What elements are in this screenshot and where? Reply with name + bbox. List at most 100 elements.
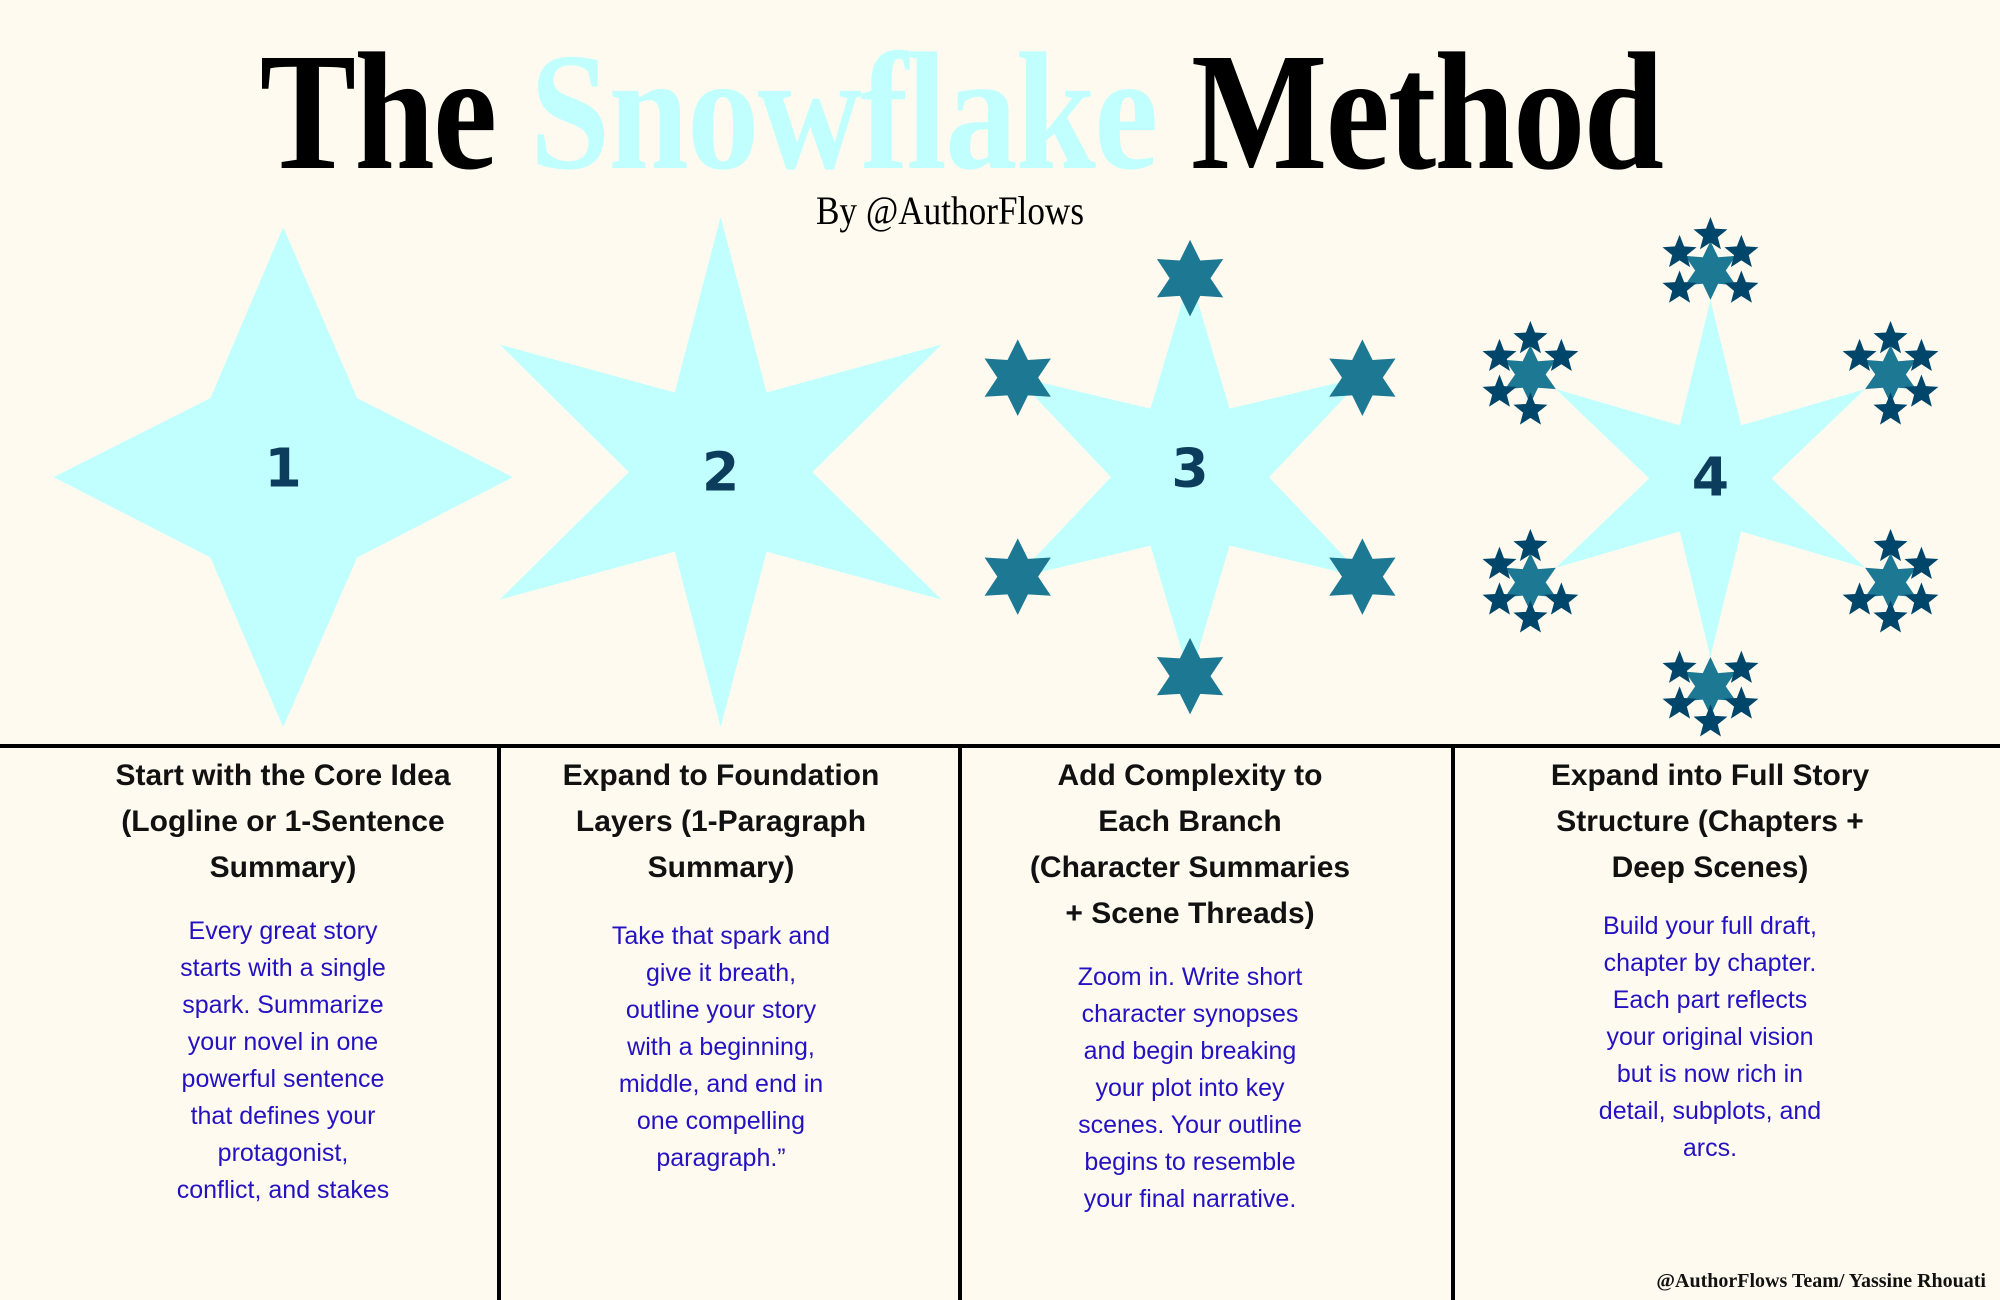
- cluster-center-star-icon: [1504, 345, 1556, 404]
- column-divider: [1451, 746, 1455, 1300]
- heading-line: (Logline or 1-Sentence: [121, 805, 445, 838]
- step-description: Zoom in. Write short character synopses an…: [950, 959, 1430, 1218]
- cluster-small-star-icon: [1482, 582, 1517, 615]
- description-line: middle, and end in: [618, 1070, 824, 1098]
- footer-credit: @AuthorFlows Team/ Yassine Rhouati: [1656, 1270, 1986, 1292]
- cluster-small-star-icon: [1842, 338, 1877, 372]
- step-column-3: Add Complexity to Each Branch (Character S…: [950, 753, 1430, 1218]
- step-heading: Add Complexity to Each Branch (Character S…: [950, 753, 1430, 937]
- heading-line: Summary): [209, 851, 357, 884]
- description-line: starts with a single: [180, 954, 386, 982]
- description-line: Take that spark and: [611, 922, 831, 950]
- description-line: powerful sentence: [181, 1065, 385, 1093]
- cluster-small-star-icon: [1873, 528, 1908, 562]
- description-line: arcs.: [1682, 1134, 1738, 1162]
- cluster-small-star-icon: [1904, 338, 1939, 372]
- description-line: and begin breaking: [1083, 1037, 1297, 1065]
- description-line: detail, subplots, and: [1598, 1097, 1822, 1125]
- description-line: one compelling: [636, 1107, 806, 1135]
- description-line: your plot into key: [1095, 1074, 1285, 1102]
- cluster-center-star-icon: [1504, 553, 1556, 612]
- step-number-4: 4: [1692, 446, 1729, 509]
- heading-line: Summary): [647, 851, 795, 884]
- description-line: conflict, and stakes: [176, 1176, 390, 1204]
- description-line: paragraph.”: [656, 1144, 786, 1172]
- six-point-star-icon: [1555, 299, 1866, 658]
- cluster-small-star-icon: [1482, 374, 1517, 407]
- page-title: The Snowflake Method: [135, 22, 1788, 202]
- cluster-small-star-icon: [1513, 528, 1548, 562]
- cluster-small-star-icon: [1693, 216, 1728, 250]
- title-snowflake: Snowflake: [529, 19, 1158, 205]
- step-number-1: 1: [265, 437, 302, 500]
- cluster-small-star-icon: [1662, 686, 1697, 719]
- step-heading: Expand to Foundation Layers (1-Paragraph S…: [481, 753, 961, 891]
- branch-star-icon: [1329, 339, 1396, 416]
- title-the: The: [259, 19, 497, 205]
- heading-line: Expand into Full Story: [1550, 759, 1870, 792]
- description-line: your final narrative.: [1083, 1185, 1297, 1213]
- description-line: outline your story: [625, 996, 817, 1024]
- heading-line: Layers (1-Paragraph: [575, 805, 867, 838]
- description-line: chapter by chapter.: [1603, 949, 1817, 977]
- branch-star-icon: [984, 538, 1051, 615]
- cluster-center-star-icon: [1865, 553, 1916, 612]
- cluster-small-star-icon: [1482, 338, 1517, 372]
- heading-line: Add Complexity to: [1057, 759, 1323, 792]
- cluster-small-star-icon: [1513, 320, 1548, 354]
- subtitle: By @AuthorFlows: [815, 188, 1085, 233]
- cluster-small-star-icon: [1724, 270, 1759, 303]
- cluster-small-star-icon: [1904, 582, 1939, 615]
- step-column-1: Start with the Core Idea (Logline or 1-Se…: [43, 753, 523, 1209]
- cluster-small-star-icon: [1873, 392, 1908, 425]
- four-point-star-icon: [53, 227, 513, 728]
- description-line: character synopses: [1081, 1000, 1299, 1028]
- cluster-small-star-icon: [1544, 582, 1579, 615]
- cluster-small-star-icon: [1482, 546, 1517, 579]
- cluster-small-star-icon: [1904, 374, 1939, 407]
- branch-star-icon: [1156, 637, 1224, 715]
- description-line: give it breath,: [645, 959, 797, 987]
- step-number-3: 3: [1171, 437, 1208, 500]
- cluster-center-star-icon: [1685, 657, 1736, 716]
- step-description: Take that spark and give it breath, outlin…: [481, 918, 961, 1177]
- horizontal-divider: [0, 744, 2000, 748]
- cluster-small-star-icon: [1544, 338, 1579, 372]
- heading-line: + Scene Threads): [1065, 897, 1315, 930]
- description-line: with a beginning,: [627, 1033, 815, 1061]
- description-line: spark. Summarize: [182, 991, 384, 1019]
- branch-star-icon: [1329, 538, 1396, 615]
- cluster-small-star-icon: [1693, 704, 1728, 737]
- six-point-star-icon: [1015, 275, 1365, 679]
- cluster-small-star-icon: [1873, 600, 1908, 633]
- cluster-center-star-icon: [1865, 345, 1916, 404]
- title-method: Method: [1191, 19, 1664, 205]
- step-description: Build your full draft, chapter by chapter…: [1470, 908, 1950, 1167]
- cluster-small-star-icon: [1724, 234, 1759, 268]
- cluster-small-star-icon: [1724, 686, 1759, 719]
- description-line: your original vision: [1606, 1023, 1814, 1051]
- cluster-small-star-icon: [1662, 270, 1697, 303]
- branch-star-icon: [1156, 239, 1224, 317]
- description-line: Zoom in. Write short: [1077, 963, 1303, 991]
- branch-star-icon: [984, 339, 1051, 416]
- step-heading: Start with the Core Idea (Logline or 1-Se…: [43, 753, 523, 891]
- step-heading: Expand into Full Story Structure (Chapter…: [1470, 753, 1950, 891]
- snowflake-stars: [53, 216, 1939, 737]
- cluster-small-star-icon: [1513, 392, 1548, 425]
- cluster-small-star-icon: [1513, 600, 1548, 633]
- description-line: scenes. Your outline: [1078, 1111, 1302, 1139]
- cluster-small-star-icon: [1662, 650, 1697, 683]
- description-line: Build your full draft,: [1603, 912, 1817, 940]
- description-line: but is now rich in: [1616, 1060, 1804, 1088]
- six-point-star-icon: [499, 216, 942, 728]
- column-divider: [958, 746, 962, 1300]
- heading-line: Each Branch: [1098, 805, 1282, 838]
- column-divider: [497, 746, 501, 1300]
- cluster-small-star-icon: [1873, 320, 1908, 354]
- heading-line: Start with the Core Idea: [115, 759, 451, 792]
- description-line: begins to resemble: [1084, 1148, 1296, 1176]
- cluster-small-star-icon: [1662, 234, 1697, 268]
- heading-line: (Character Summaries: [1029, 851, 1351, 884]
